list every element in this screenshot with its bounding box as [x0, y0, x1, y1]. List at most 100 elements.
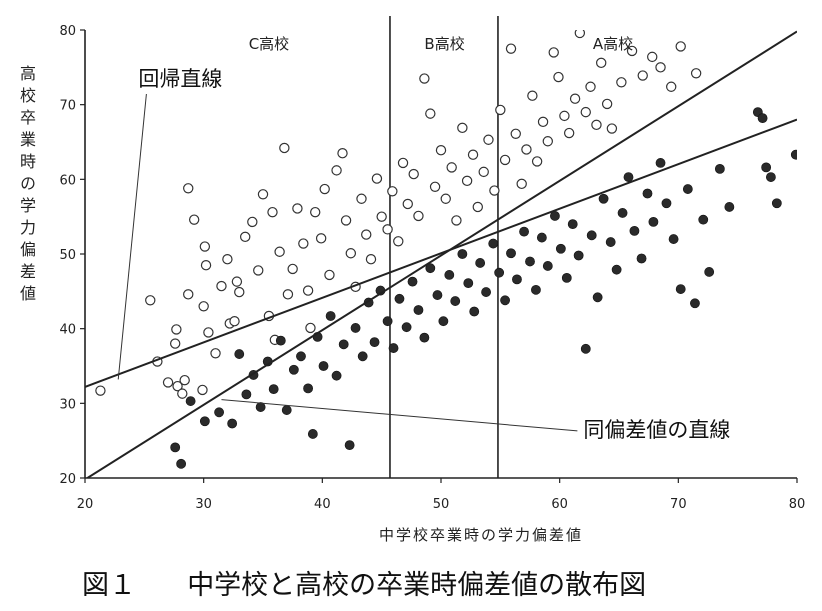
open-point	[585, 81, 596, 92]
scatter-chart: 20 30 40 50 60 70 80 20 30 40 50 60 70 80 C高校 B高校 A高校回帰…	[59, 16, 806, 544]
filled-point	[450, 296, 461, 306]
open-point	[197, 384, 208, 396]
filled-point	[682, 184, 693, 194]
open-point	[413, 210, 424, 222]
open-point	[183, 183, 194, 194]
open-point	[429, 181, 441, 192]
open-point	[495, 104, 506, 116]
y-tick-label: 80	[59, 24, 76, 39]
open-point	[542, 136, 554, 147]
x-tick-label: 70	[670, 497, 687, 512]
open-point	[393, 236, 404, 247]
open-point	[319, 183, 330, 195]
filled-point	[425, 263, 436, 274]
x-tick-label: 80	[789, 497, 806, 512]
filled-point	[296, 351, 306, 362]
open-point	[397, 157, 409, 169]
open-point	[387, 186, 398, 197]
filled-point	[765, 172, 776, 182]
open-point	[177, 388, 188, 399]
open-point	[298, 238, 309, 249]
open-point	[440, 193, 451, 204]
open-point	[198, 301, 209, 312]
open-point	[222, 254, 233, 265]
filled-point	[394, 293, 405, 304]
filled-point	[623, 172, 634, 182]
open-point	[199, 241, 211, 252]
filled-point	[199, 416, 210, 427]
filled-point	[724, 202, 735, 212]
open-point	[145, 295, 156, 306]
open-point	[457, 122, 468, 134]
x-tick-label: 50	[433, 497, 450, 512]
open-point	[253, 265, 264, 276]
open-point	[310, 206, 321, 218]
data-points	[95, 30, 797, 469]
y-axis-label: 高校卒業時の学力偏差値	[17, 65, 36, 307]
open-point	[626, 45, 638, 57]
x-tick-label: 40	[314, 497, 331, 512]
leader-line	[117, 93, 147, 380]
open-point	[666, 81, 677, 92]
filled-point	[281, 405, 292, 415]
filled-point	[170, 442, 181, 453]
regression-line-label: 回帰直線	[138, 67, 222, 91]
open-point	[345, 248, 357, 259]
open-point	[647, 51, 658, 63]
filled-point	[214, 407, 224, 418]
open-point	[231, 276, 243, 287]
open-point	[527, 90, 538, 101]
x-tick-label: 60	[551, 497, 568, 512]
filled-point	[176, 458, 187, 469]
open-point	[267, 206, 278, 218]
filled-point	[512, 274, 522, 285]
filled-point	[567, 219, 578, 230]
filled-point	[444, 270, 455, 280]
open-point	[419, 73, 430, 84]
open-point	[616, 77, 627, 88]
filled-point	[598, 193, 609, 204]
filled-point	[463, 278, 474, 289]
y-tick-label: 50	[59, 248, 76, 263]
filled-point	[704, 267, 715, 277]
filled-point	[382, 316, 393, 327]
school-dividers	[389, 16, 499, 478]
open-point	[461, 175, 473, 187]
filled-point	[555, 243, 566, 254]
filled-point	[586, 230, 597, 241]
open-point	[302, 285, 314, 296]
filled-point	[469, 306, 480, 317]
filled-point	[357, 351, 368, 362]
open-point	[371, 173, 383, 184]
filled-point	[432, 290, 443, 300]
open-point	[516, 178, 527, 190]
open-point	[559, 110, 570, 122]
filled-point	[419, 332, 430, 343]
figure-number: 図１	[82, 570, 136, 601]
filled-point	[475, 258, 486, 268]
y-tick-label: 60	[59, 173, 76, 188]
leader-line	[221, 399, 578, 432]
filled-point	[438, 316, 449, 327]
school-label: A高校	[593, 35, 633, 53]
filled-point	[255, 402, 266, 412]
open-point	[489, 185, 500, 196]
open-point	[292, 203, 303, 214]
open-point	[574, 30, 586, 39]
filled-point	[401, 322, 412, 333]
identity-line	[85, 30, 797, 478]
filled-point	[303, 383, 313, 394]
open-point	[580, 106, 591, 118]
filled-point	[519, 226, 529, 237]
filled-point	[542, 261, 553, 271]
figure-title: 中学校と高校の卒業時偏差値の散布図	[187, 570, 647, 601]
filled-point	[668, 234, 679, 244]
open-point	[596, 57, 607, 69]
x-tick-label: 20	[77, 497, 94, 512]
filled-point	[481, 287, 491, 297]
open-point	[169, 338, 181, 349]
x-tick-label: 30	[195, 497, 212, 512]
open-point	[675, 41, 686, 52]
filled-point	[234, 349, 245, 359]
